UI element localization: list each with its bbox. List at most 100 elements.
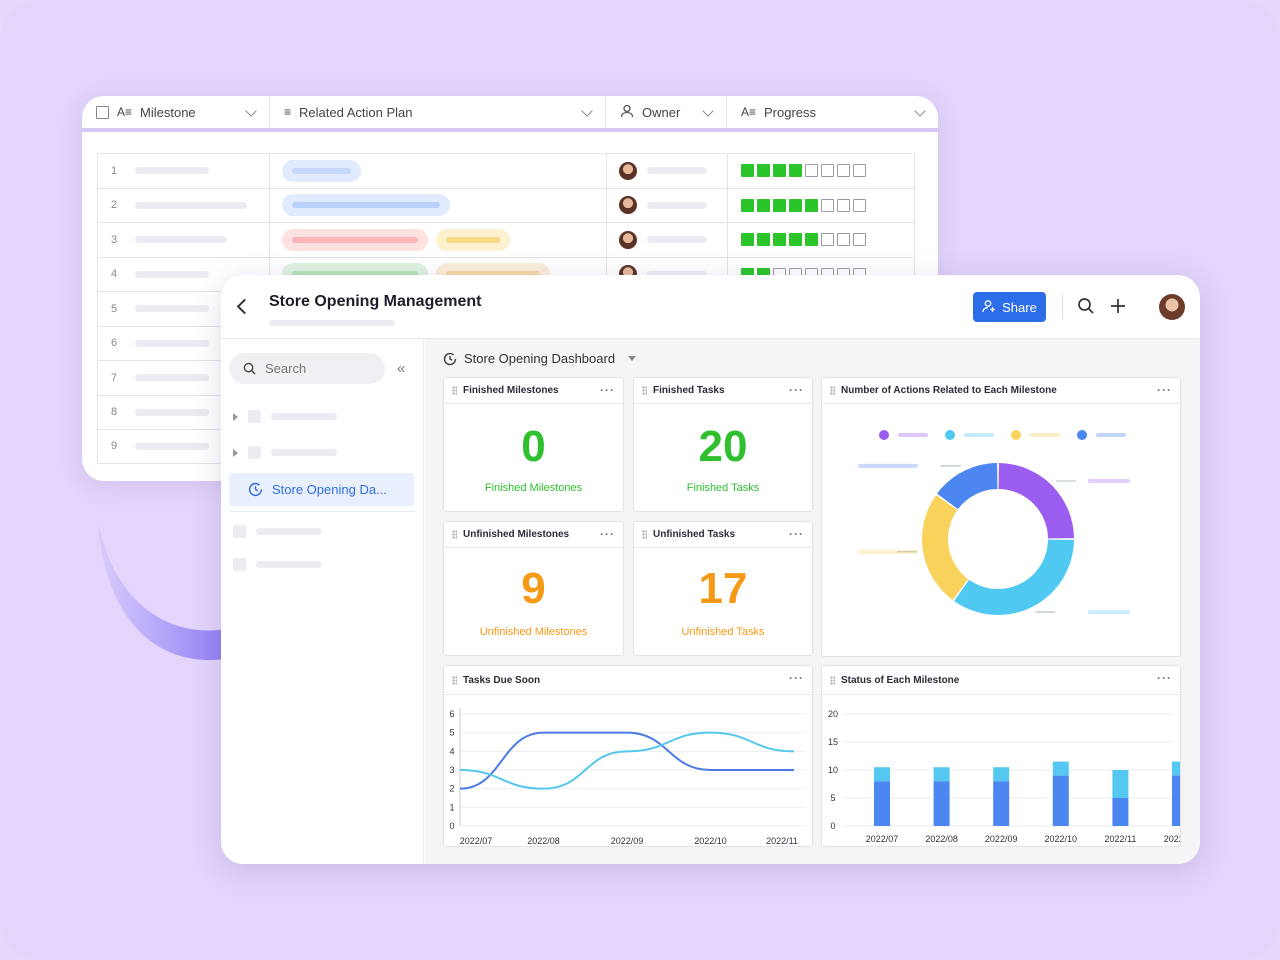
add-user-icon xyxy=(982,299,996,316)
y-tick-label: 0 xyxy=(830,821,835,831)
drag-handle-icon[interactable] xyxy=(452,530,457,539)
slice-label-placeholder xyxy=(1088,610,1130,615)
table-row[interactable]: 3 xyxy=(97,222,915,257)
widget-title: Number of Actions Related to Each Milest… xyxy=(841,385,1057,396)
drag-handle-icon[interactable] xyxy=(642,386,647,395)
expand-icon[interactable] xyxy=(233,448,238,457)
x-tick-label: 2022/08 xyxy=(527,836,560,846)
x-tick-label: 2022/10 xyxy=(694,836,727,846)
y-tick-label: 5 xyxy=(830,793,835,803)
bar-segment xyxy=(1112,798,1129,826)
dashboard-selector[interactable]: Store Opening Dashboard xyxy=(443,351,637,366)
caret-down-icon[interactable] xyxy=(628,356,637,361)
more-options-icon[interactable]: ··· xyxy=(1157,383,1172,397)
drag-handle-icon[interactable] xyxy=(452,675,457,685)
drag-handle-icon[interactable] xyxy=(642,530,647,539)
column-owner[interactable]: Owner xyxy=(606,96,727,128)
progress-square xyxy=(773,198,786,212)
progress-square xyxy=(853,233,866,247)
y-tick-label: 5 xyxy=(449,728,454,738)
expand-icon[interactable] xyxy=(233,412,238,421)
drag-handle-icon[interactable] xyxy=(452,386,457,395)
more-options-icon[interactable]: ··· xyxy=(789,671,804,685)
search-icon xyxy=(243,362,256,375)
share-button[interactable]: Share xyxy=(973,292,1046,322)
x-tick-label: 2022/11 xyxy=(1104,834,1136,844)
bar-segment xyxy=(1172,775,1180,826)
bar-segment xyxy=(874,767,890,782)
progress-square xyxy=(789,164,802,178)
donut-slice xyxy=(954,539,1074,615)
bar-segment xyxy=(1052,775,1069,826)
bar-segment xyxy=(1052,761,1069,776)
progress-square xyxy=(805,198,818,212)
share-label: Share xyxy=(1002,299,1037,315)
progress-square xyxy=(837,164,850,178)
sidebar-item[interactable] xyxy=(233,525,322,538)
widget-status-each-milestone: Status of Each Milestone ··· 0 5 10 15 20 2022… xyxy=(821,665,1181,847)
table-row[interactable]: 1 xyxy=(97,153,915,188)
x-tick-label: 2022/09 xyxy=(985,834,1018,844)
series-line xyxy=(459,731,794,790)
widget-title: Unfinished Milestones xyxy=(463,529,570,540)
legend-label-placeholder xyxy=(1096,433,1126,437)
more-options-icon[interactable]: ··· xyxy=(600,527,615,541)
text-column-icon: A≡ xyxy=(741,105,757,119)
column-progress[interactable]: A≡ Progress xyxy=(727,96,938,128)
column-label: Progress xyxy=(764,104,817,120)
metric-value: 0 xyxy=(521,422,546,471)
chevron-down-icon[interactable] xyxy=(581,105,593,117)
search-icon[interactable] xyxy=(1077,297,1095,320)
sidebar-item-store-opening-dashboard[interactable]: Store Opening Da... xyxy=(229,473,414,506)
metric-value: 20 xyxy=(698,422,748,471)
progress-square xyxy=(789,198,802,212)
slice-label-placeholder xyxy=(858,549,918,554)
chevron-down-icon[interactable] xyxy=(245,105,257,117)
column-label: Owner xyxy=(642,104,681,120)
sidebar-item[interactable] xyxy=(233,410,337,423)
row-number: 4 xyxy=(111,268,118,281)
dashboard-content: Store Opening Dashboard Finished Milesto… xyxy=(425,339,1200,864)
column-milestone[interactable]: A≡ Milestone xyxy=(82,96,270,128)
legend-marker xyxy=(945,430,955,440)
chevron-down-icon[interactable] xyxy=(914,105,926,117)
search-input[interactable]: Search xyxy=(229,353,385,384)
more-options-icon[interactable]: ··· xyxy=(789,527,804,541)
progress-square xyxy=(805,233,818,247)
slice-label-placeholder xyxy=(858,463,918,468)
legend-label-placeholder xyxy=(964,433,994,437)
metric-value: 17 xyxy=(698,564,748,613)
search-placeholder: Search xyxy=(265,361,307,376)
column-related-action-plan[interactable]: ≡ Related Action Plan xyxy=(270,96,606,128)
table-row[interactable]: 2 xyxy=(97,187,915,223)
metric-value: 9 xyxy=(521,564,546,613)
page-title: Store Opening Management xyxy=(269,293,482,310)
metric-label: Unfinished Milestones xyxy=(479,626,588,638)
metric-label: Unfinished Tasks xyxy=(681,626,765,638)
more-options-icon[interactable]: ··· xyxy=(600,383,615,397)
progress-square xyxy=(805,164,818,178)
more-options-icon[interactable]: ··· xyxy=(789,383,804,397)
y-tick-label: 0 xyxy=(449,821,454,831)
sidebar-item[interactable] xyxy=(233,446,337,459)
user-avatar[interactable] xyxy=(1159,294,1185,320)
select-all-checkbox[interactable] xyxy=(96,105,109,119)
column-label: Related Action Plan xyxy=(299,104,413,120)
legend-marker xyxy=(1077,430,1087,440)
chevron-down-icon[interactable] xyxy=(702,105,714,117)
progress-squares xyxy=(728,189,914,223)
collapse-sidebar-icon[interactable]: « xyxy=(397,360,406,377)
plus-icon[interactable] xyxy=(1109,297,1127,320)
progress-square xyxy=(773,164,786,178)
legend-marker xyxy=(879,430,889,440)
sidebar-item[interactable] xyxy=(233,558,322,571)
x-tick-label: 2022/10 xyxy=(1045,834,1078,844)
widget-title: Unfinished Tasks xyxy=(653,529,736,540)
progress-square xyxy=(837,198,850,212)
bar-segment xyxy=(874,781,890,826)
more-options-icon[interactable]: ··· xyxy=(1157,671,1172,685)
owner-avatar xyxy=(619,230,637,249)
drag-handle-icon[interactable] xyxy=(830,675,835,685)
drag-handle-icon[interactable] xyxy=(830,386,835,395)
back-arrow-icon[interactable] xyxy=(236,298,253,315)
